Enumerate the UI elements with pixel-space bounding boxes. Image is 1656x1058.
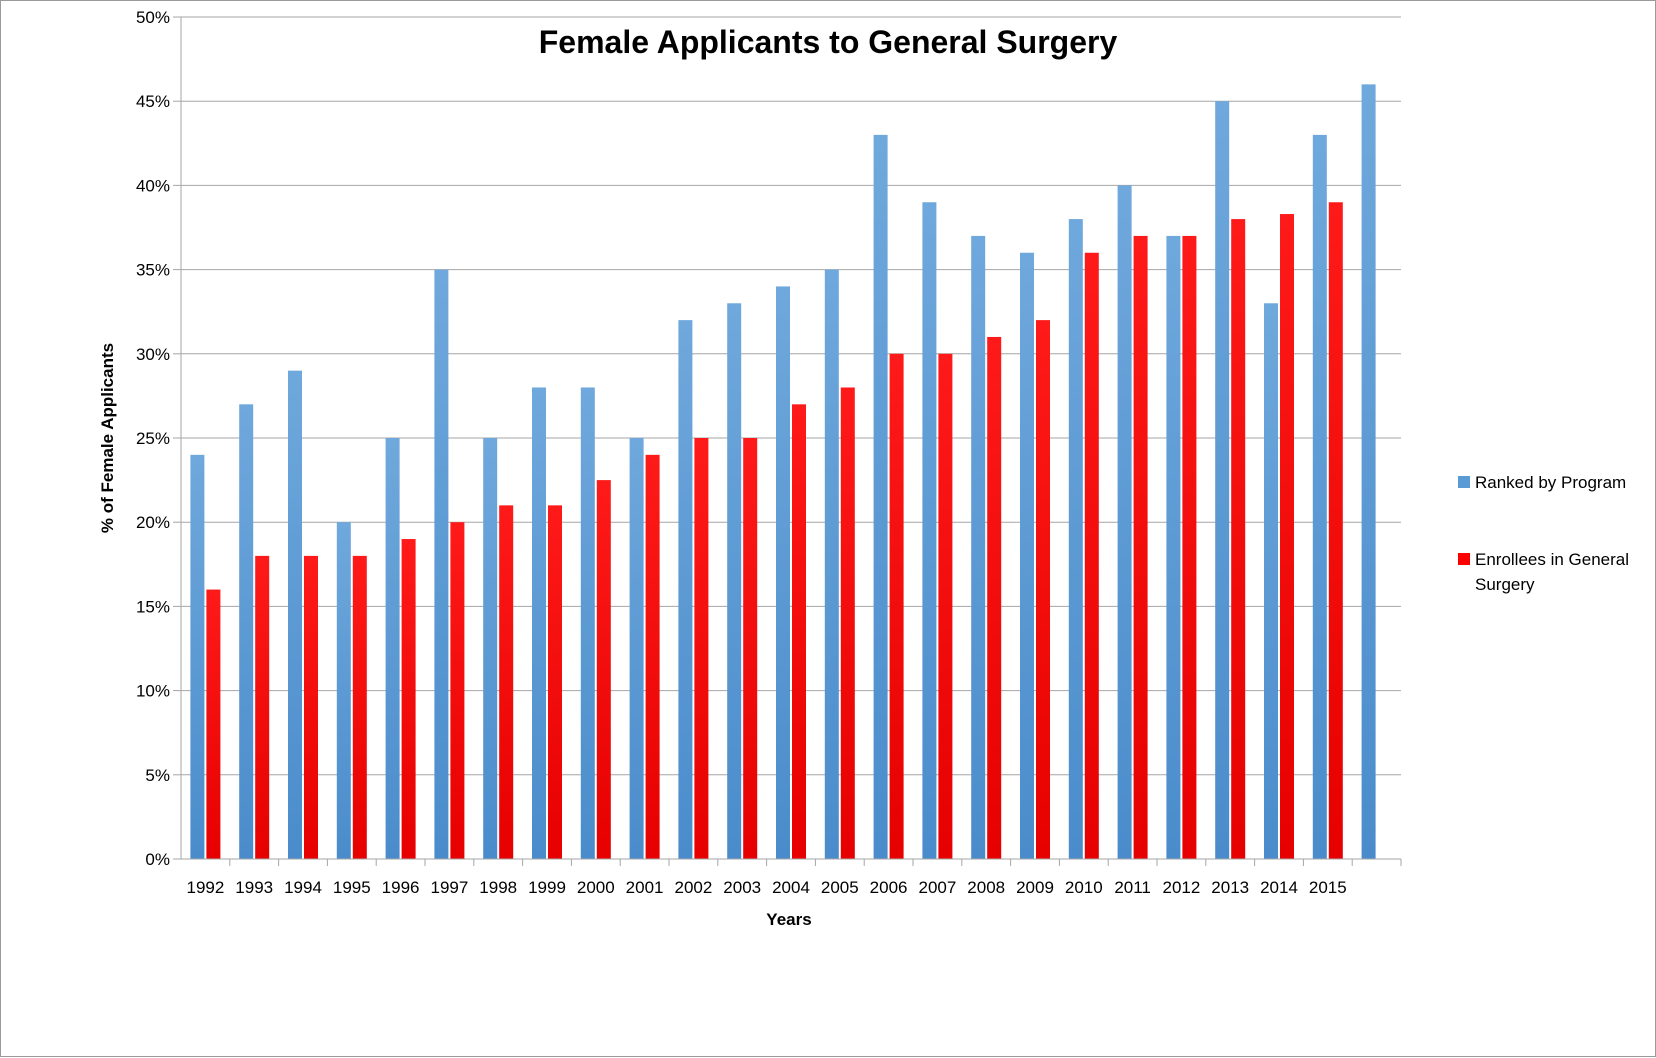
legend-label-0: Ranked by Program — [1475, 473, 1626, 492]
y-tick-label: 35% — [136, 261, 170, 280]
bar-ranked-2001 — [629, 438, 644, 859]
x-tick-label: 2006 — [870, 878, 908, 897]
bar-ranked-2015 — [1312, 134, 1327, 859]
bar-ranked-2008 — [971, 235, 986, 860]
legend-swatch-0 — [1458, 476, 1470, 488]
x-tick-label: 2007 — [918, 878, 956, 897]
bar-enrollees-1998 — [499, 505, 514, 859]
bar-ranked-2012 — [1166, 235, 1181, 860]
bar-enrollees-1995 — [352, 555, 367, 859]
x-tick-label: 2013 — [1211, 878, 1249, 897]
bar-ranked-2006 — [873, 134, 888, 859]
bar-ranked-1998 — [483, 438, 498, 859]
bar-enrollees-1996 — [401, 539, 416, 859]
x-tick-label: 2011 — [1114, 878, 1151, 897]
x-tick-label: 1992 — [186, 878, 224, 897]
y-tick-label: 20% — [136, 513, 170, 532]
x-axis-title: Years — [766, 910, 811, 929]
bar-ranked-2014 — [1264, 303, 1278, 859]
bar-enrollees-2015 — [1328, 202, 1343, 860]
y-tick-label: 50% — [136, 8, 170, 27]
x-tick-label: 1993 — [235, 878, 273, 897]
x-tick-label: 2008 — [967, 878, 1005, 897]
x-tick-label: 2014 — [1260, 878, 1298, 897]
bar-ranked-2003 — [727, 303, 742, 859]
x-tick-label: 2001 — [626, 878, 664, 897]
bar-enrollees-1994 — [304, 555, 318, 859]
axes: 0% 5% 10% 15% 20% 25% 30% 35% 40% 45% 50% 1992 1993 1… — [136, 8, 1402, 897]
bar-enrollees-1992 — [206, 589, 221, 859]
x-tick-label: 2000 — [577, 878, 615, 897]
bar-enrollees-2006 — [889, 353, 904, 859]
bar-ranked-1994 — [288, 370, 302, 859]
y-tick-label: 10% — [136, 682, 170, 701]
bar-ranked-2000 — [580, 387, 595, 859]
bar-ranked-2004 — [776, 286, 790, 859]
bar-ranked-1995 — [336, 522, 351, 859]
bar-enrollees-2014 — [1280, 214, 1294, 859]
y-tick-label: 0% — [145, 850, 170, 869]
x-tick-label: 1998 — [479, 878, 517, 897]
y-tick-label: 25% — [136, 429, 170, 448]
bar-ranked-1997 — [434, 269, 449, 860]
bar-enrollees-1999 — [548, 505, 562, 859]
bar-enrollees-2003 — [743, 438, 758, 859]
bar-enrollees-2013 — [1231, 219, 1246, 859]
bar-ranked-2011 — [1117, 185, 1132, 859]
bar-ranked-extra — [1361, 84, 1376, 860]
bar-enrollees-2012 — [1182, 235, 1197, 860]
bar-enrollees-2007 — [938, 353, 953, 859]
bar-ranked-2002 — [678, 320, 693, 859]
x-tick-label: 1996 — [382, 878, 420, 897]
legend-label-1: Surgery — [1475, 575, 1535, 594]
bar-enrollees-2008 — [987, 336, 1002, 860]
x-tick-label: 2010 — [1065, 878, 1103, 897]
bar-enrollees-2010 — [1084, 252, 1099, 859]
x-tick-label: 1997 — [430, 878, 468, 897]
x-tick-label: 2012 — [1162, 878, 1200, 897]
bar-enrollees-2005 — [840, 387, 855, 859]
x-tick-label: 2003 — [723, 878, 761, 897]
bar-ranked-1999 — [532, 387, 546, 859]
bar-enrollees-2000 — [596, 480, 611, 859]
bars — [190, 84, 1376, 860]
bar-ranked-1992 — [190, 454, 205, 859]
bar-ranked-2005 — [824, 269, 839, 860]
bar-enrollees-2009 — [1036, 320, 1050, 859]
bar-enrollees-2011 — [1133, 235, 1148, 860]
bar-enrollees-1997 — [450, 522, 465, 859]
y-tick-label: 40% — [136, 176, 170, 195]
bar-enrollees-2001 — [645, 454, 660, 859]
legend-swatch-1 — [1458, 553, 1470, 565]
bar-ranked-2010 — [1068, 219, 1083, 859]
bar-enrollees-2002 — [694, 438, 709, 859]
legend-label-1: Enrollees in General — [1475, 550, 1629, 569]
y-tick-label: 30% — [136, 345, 170, 364]
x-tick-label: 1999 — [528, 878, 566, 897]
x-tick-label: 2005 — [821, 878, 859, 897]
bar-enrollees-1993 — [255, 555, 270, 859]
x-tick-label: 2009 — [1016, 878, 1054, 897]
gridlines — [181, 16, 1401, 860]
bar-enrollees-2004 — [792, 404, 806, 859]
bar-ranked-2013 — [1215, 101, 1230, 859]
y-tick-label: 15% — [136, 597, 170, 616]
x-tick-label: 2002 — [674, 878, 712, 897]
y-tick-label: 45% — [136, 92, 170, 111]
x-tick-label: 1994 — [284, 878, 322, 897]
bar-ranked-1996 — [385, 438, 400, 859]
bar-ranked-2007 — [922, 202, 937, 860]
bar-ranked-1993 — [239, 404, 254, 859]
y-axis-title: % of Female Applicants — [98, 343, 117, 533]
y-tick-label: 5% — [145, 766, 170, 785]
x-tick-label: 2004 — [772, 878, 810, 897]
x-tick-label: 1995 — [333, 878, 371, 897]
chart-title: Female Applicants to General Surgery — [539, 24, 1118, 60]
x-tick-label: 2015 — [1309, 878, 1347, 897]
bar-ranked-2009 — [1020, 252, 1034, 859]
legend: Ranked by Program Enrollees in General Sur… — [1458, 473, 1629, 594]
